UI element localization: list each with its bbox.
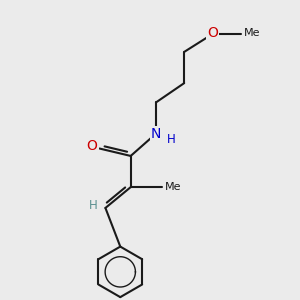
Text: Me: Me [244, 28, 260, 38]
Text: H: H [88, 199, 97, 212]
Text: O: O [207, 26, 218, 40]
Text: Me: Me [165, 182, 181, 192]
Text: H: H [167, 133, 176, 146]
Text: O: O [87, 139, 98, 153]
Text: N: N [151, 127, 161, 141]
